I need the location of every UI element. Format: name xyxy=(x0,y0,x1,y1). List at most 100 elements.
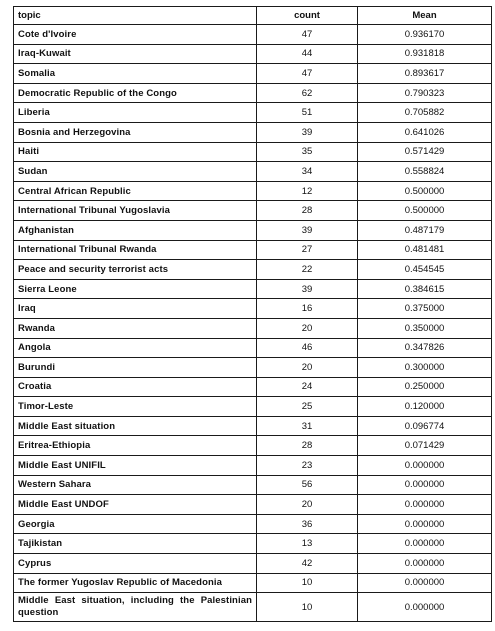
mean-cell: 0.120000 xyxy=(357,396,492,417)
mean-cell: 0.481481 xyxy=(357,239,492,261)
table-row: Western Sahara 56 0.000000 xyxy=(13,474,492,496)
mean-cell: 0.096774 xyxy=(357,415,492,437)
table-row: Peace and security terrorist acts 22 0.454… xyxy=(13,259,492,280)
count-cell: 47 xyxy=(256,24,358,45)
mean-cell: 0.558824 xyxy=(357,161,492,182)
topic-cell: Middle East situation xyxy=(13,415,257,437)
mean-cell: 0.347826 xyxy=(357,337,492,359)
mean-cell: 0.000000 xyxy=(357,553,492,574)
mean-cell: 0.250000 xyxy=(357,376,492,398)
mean-cell: 0.893617 xyxy=(357,63,492,84)
table-row: Sudan 34 0.558824 xyxy=(13,161,492,182)
count-cell: 39 xyxy=(256,121,358,143)
mean-cell: 0.936170 xyxy=(357,24,492,45)
table-row: Haiti 35 0.571429 xyxy=(13,141,492,163)
topic-cell: Peace and security terrorist acts xyxy=(13,259,257,280)
mean-cell: 0.300000 xyxy=(357,357,492,378)
topic-cell: Bosnia and Herzegovina xyxy=(13,121,257,143)
topic-cell: Burundi xyxy=(13,357,257,378)
mean-cell: 0.375000 xyxy=(357,298,492,319)
table-row: Tajikistan 13 0.000000 xyxy=(13,533,492,555)
count-cell: 39 xyxy=(256,278,358,300)
mean-cell: 0.384615 xyxy=(357,278,492,300)
topic-cell: Haiti xyxy=(13,141,257,163)
mean-cell: 0.790323 xyxy=(357,82,492,104)
table-row: Burundi 20 0.300000 xyxy=(13,357,492,378)
count-cell: 20 xyxy=(256,494,358,515)
count-cell: 13 xyxy=(256,533,358,555)
table-row: Middle East UNIFIL 23 0.000000 xyxy=(13,455,492,476)
count-cell: 16 xyxy=(256,298,358,319)
count-cell: 28 xyxy=(256,435,358,457)
topic-mean-table: topic count Mean Cote d'Ivoire 47 0.936170… xyxy=(13,6,492,623)
count-cell: 56 xyxy=(256,474,358,496)
mean-cell: 0.454545 xyxy=(357,259,492,280)
topic-cell: Somalia xyxy=(13,63,257,84)
mean-cell: 0.500000 xyxy=(357,180,492,202)
table-row: Timor-Leste 25 0.120000 xyxy=(13,396,492,417)
topic-cell: Eritrea-Ethiopia xyxy=(13,435,257,457)
topic-cell: Georgia xyxy=(13,513,257,535)
count-cell: 12 xyxy=(256,180,358,202)
topic-cell: Western Sahara xyxy=(13,474,257,496)
count-cell: 36 xyxy=(256,513,358,535)
table-row: Central African Republic 12 0.500000 xyxy=(13,180,492,202)
topic-cell: Middle East situation, including the Pal… xyxy=(13,592,257,623)
topic-cell: Angola xyxy=(13,337,257,359)
mean-cell: 0.571429 xyxy=(357,141,492,163)
count-cell: 62 xyxy=(256,82,358,104)
table-row: Afghanistan 39 0.487179 xyxy=(13,219,492,241)
mean-cell: 0.000000 xyxy=(357,572,492,594)
count-cell: 23 xyxy=(256,455,358,476)
topic-cell: Croatia xyxy=(13,376,257,398)
mean-cell: 0.000000 xyxy=(357,455,492,476)
table-row: Middle East UNDOF 20 0.000000 xyxy=(13,494,492,515)
table-row: Angola 46 0.347826 xyxy=(13,337,492,359)
mean-cell: 0.931818 xyxy=(357,43,492,65)
count-cell: 28 xyxy=(256,200,358,221)
topic-cell: Sudan xyxy=(13,161,257,182)
topic-cell: Tajikistan xyxy=(13,533,257,555)
table-row: Cote d'Ivoire 47 0.936170 xyxy=(13,24,492,45)
topic-cell: Iraq-Kuwait xyxy=(13,43,257,65)
topic-cell: Sierra Leone xyxy=(13,278,257,300)
table-row: Croatia 24 0.250000 xyxy=(13,376,492,398)
table-row: Cyprus 42 0.000000 xyxy=(13,553,492,574)
header-row: topic count Mean xyxy=(13,6,492,25)
table-row: Somalia 47 0.893617 xyxy=(13,63,492,84)
topic-cell: Timor-Leste xyxy=(13,396,257,417)
topic-cell: Middle East UNIFIL xyxy=(13,455,257,476)
table-row: Rwanda 20 0.350000 xyxy=(13,317,492,339)
topic-cell: The former Yugoslav Republic of Macedoni… xyxy=(13,572,257,594)
count-cell: 44 xyxy=(256,43,358,65)
topic-cell: Middle East UNDOF xyxy=(13,494,257,515)
table-container: topic count Mean Cote d'Ivoire 47 0.936170… xyxy=(13,6,492,623)
count-cell: 39 xyxy=(256,219,358,241)
topic-cell: International Tribunal Rwanda xyxy=(13,239,257,261)
topic-cell: Cote d'Ivoire xyxy=(13,24,257,45)
table-row: Iraq-Kuwait 44 0.931818 xyxy=(13,43,492,65)
mean-cell: 0.071429 xyxy=(357,435,492,457)
count-cell: 27 xyxy=(256,239,358,261)
mean-cell: 0.000000 xyxy=(357,513,492,535)
mean-cell: 0.705882 xyxy=(357,102,492,123)
count-cell: 20 xyxy=(256,317,358,339)
count-cell: 10 xyxy=(256,592,358,623)
count-cell: 20 xyxy=(256,357,358,378)
table-row: Sierra Leone 39 0.384615 xyxy=(13,278,492,300)
topic-cell: Rwanda xyxy=(13,317,257,339)
topic-cell: Democratic Republic of the Congo xyxy=(13,82,257,104)
topic-cell: Afghanistan xyxy=(13,219,257,241)
count-cell: 25 xyxy=(256,396,358,417)
header-mean: Mean xyxy=(357,6,492,25)
table-row: International Tribunal Yugoslavia 28 0.500… xyxy=(13,200,492,221)
count-cell: 51 xyxy=(256,102,358,123)
count-cell: 24 xyxy=(256,376,358,398)
count-cell: 47 xyxy=(256,63,358,84)
count-cell: 31 xyxy=(256,415,358,437)
table-row: Middle East situation, including the Pal… xyxy=(13,592,492,623)
mean-cell: 0.641026 xyxy=(357,121,492,143)
table-row: International Tribunal Rwanda 27 0.481481 xyxy=(13,239,492,261)
topic-cell: Iraq xyxy=(13,298,257,319)
topic-cell: Liberia xyxy=(13,102,257,123)
